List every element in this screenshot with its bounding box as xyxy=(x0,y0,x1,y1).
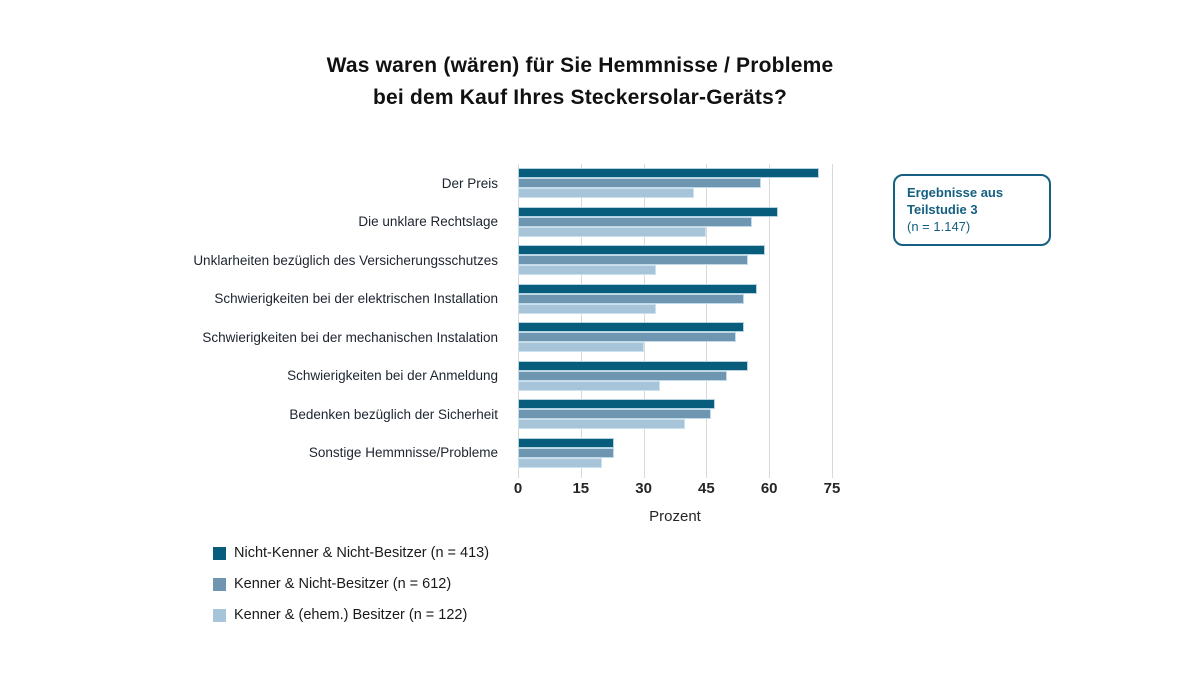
x-tick-label: 60 xyxy=(760,480,778,497)
legend-label: Nicht-Kenner & Nicht-Besitzer (n = 413) xyxy=(234,545,490,561)
legend-item: Kenner & Nicht-Besitzer (n = 612) xyxy=(213,576,489,592)
bar xyxy=(518,409,711,420)
gridline xyxy=(518,164,519,478)
category-label: Schwierigkeiten bei der elektrischen Ins… xyxy=(214,291,498,307)
bar xyxy=(518,293,745,304)
bar-group xyxy=(518,434,832,473)
category-labels: Der Preis Die unklare Rechtslage Unklarhei… xyxy=(110,164,508,472)
bar xyxy=(518,283,757,294)
x-tick-label: 75 xyxy=(823,480,841,497)
annotation-line1: Ergebnisse aus xyxy=(907,185,1004,200)
gridline xyxy=(706,164,708,478)
bar-group xyxy=(518,318,832,357)
category-label: Unklarheiten bezüglich des Versicherungs… xyxy=(193,252,498,268)
bar xyxy=(518,303,657,314)
gridline xyxy=(580,164,582,478)
bar-rows xyxy=(518,164,832,472)
legend-label: Kenner & Nicht-Besitzer (n = 612) xyxy=(234,576,452,592)
category-label: Sonstige Hemmnisse/Probleme xyxy=(308,445,498,461)
bar xyxy=(518,206,778,217)
bar xyxy=(518,342,644,353)
annotation-line2: Teilstudie 3 xyxy=(907,202,978,217)
x-tick-label: 15 xyxy=(572,480,590,497)
x-tick-label: 45 xyxy=(698,480,715,497)
bar-group xyxy=(518,357,832,396)
bar xyxy=(518,216,753,227)
annotation-line3: (n = 1.147) xyxy=(907,219,971,234)
plot-area xyxy=(518,164,833,478)
bar xyxy=(518,245,765,256)
bar-group xyxy=(518,241,832,280)
legend-label: Kenner & (ehem.) Besitzer (n = 122) xyxy=(234,607,468,623)
category-label: Der Preis xyxy=(441,175,498,191)
legend: Nicht-Kenner & Nicht-Besitzer (n = 413) K… xyxy=(213,545,489,623)
bar xyxy=(518,419,686,430)
gridline xyxy=(769,164,771,478)
chart-title-line1: Was waren (wären) für Sie Hemmnisse / Pr… xyxy=(326,54,834,77)
category-label: Schwierigkeiten bei der Anmeldung xyxy=(287,368,498,384)
gridline xyxy=(832,164,833,478)
bar xyxy=(518,360,749,371)
x-tick-label: 0 xyxy=(513,480,523,497)
bar xyxy=(518,399,715,410)
bar xyxy=(518,178,761,189)
category-label: Bedenken bezüglich der Sicherheit xyxy=(289,406,498,422)
bar-group xyxy=(518,395,832,434)
bar xyxy=(518,332,736,343)
bar xyxy=(518,168,820,179)
bar xyxy=(518,226,707,237)
bar-group xyxy=(518,280,832,319)
bar-group xyxy=(518,164,832,203)
bar xyxy=(518,188,694,199)
legend-item: Kenner & (ehem.) Besitzer (n = 122) xyxy=(213,607,489,623)
bar xyxy=(518,437,615,448)
category-label: Die unklare Rechtslage xyxy=(358,214,498,230)
category-label: Schwierigkeiten bei der mechanischen Ins… xyxy=(202,329,498,345)
bar xyxy=(518,322,745,333)
legend-item: Nicht-Kenner & Nicht-Besitzer (n = 413) xyxy=(213,545,489,561)
legend-swatch-icon xyxy=(213,546,226,560)
bar xyxy=(518,255,749,266)
bar xyxy=(518,447,615,458)
chart-title: Was waren (wären) für Sie Hemmnisse / Pr… xyxy=(100,50,1060,114)
bar xyxy=(518,457,602,468)
legend-swatch-icon xyxy=(213,577,226,591)
annotation-box: Ergebnisse aus Teilstudie 3 (n = 1.147) xyxy=(893,174,1051,246)
x-tick-label: 30 xyxy=(635,480,652,497)
bar xyxy=(518,380,661,391)
x-axis-label: Prozent xyxy=(649,508,701,525)
bar xyxy=(518,265,657,276)
chart-title-line2: bei dem Kauf Ihres Steckersolar-Geräts? xyxy=(373,86,787,109)
legend-swatch-icon xyxy=(213,608,226,622)
bar-group xyxy=(518,203,832,242)
gridline xyxy=(643,164,645,478)
bar xyxy=(518,370,728,381)
